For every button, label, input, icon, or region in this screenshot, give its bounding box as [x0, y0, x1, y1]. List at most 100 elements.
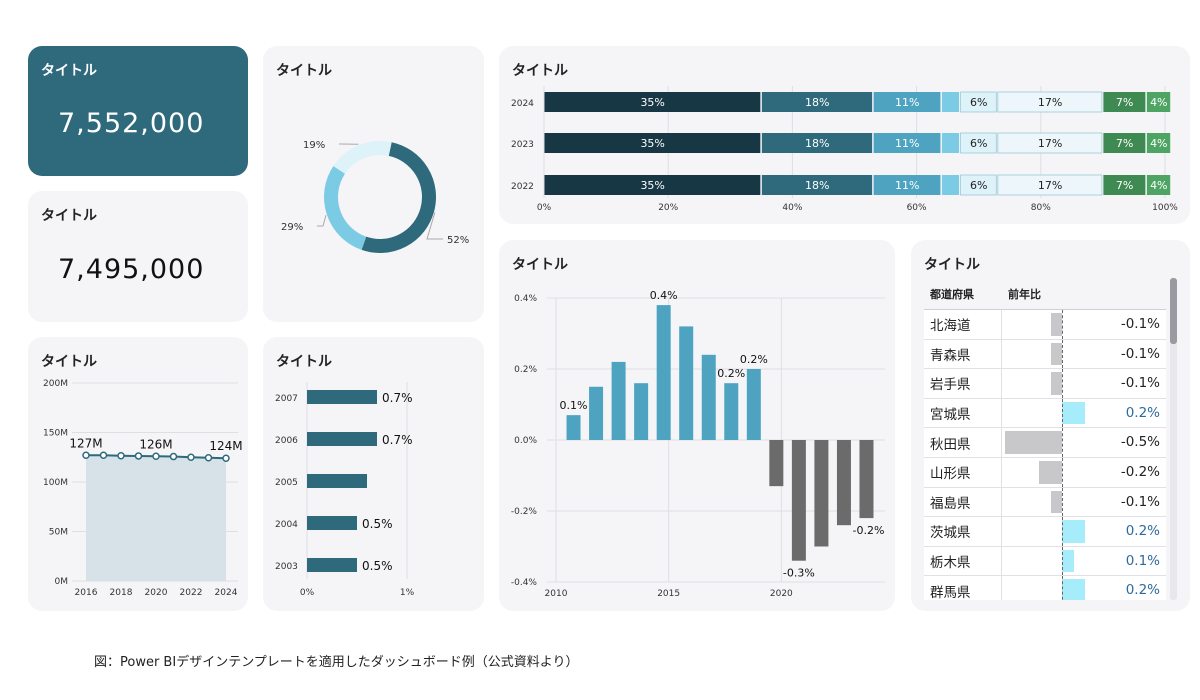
stacked-segment-label: 17%: [1038, 179, 1062, 192]
column-x-tick: 2020: [770, 589, 793, 599]
donut-chart: 52% 29% 19%: [281, 140, 469, 253]
databar-axis: [1062, 428, 1063, 457]
table-row[interactable]: 山形県 -0.2%: [924, 457, 1166, 488]
table-body: 北海道 -0.1% 青森県 -0.1% 岩手県 -0.1% 宮城県 0.2% 秋田県 -0.5% 山…: [924, 310, 1166, 600]
column-y-tick: 0.2%: [514, 365, 537, 375]
stacked-segment-label: 7%: [1116, 96, 1133, 109]
donut-value-label: 19%: [303, 140, 325, 151]
area-title: タイトル: [41, 354, 97, 370]
column-bar: [836, 440, 851, 526]
column-bar: [634, 383, 649, 440]
hbar-value-label: 0.7%: [382, 433, 413, 447]
table-row[interactable]: 群馬県 0.2%: [924, 576, 1166, 600]
stacked-x-tick: 0%: [537, 203, 552, 213]
databar: [1039, 460, 1062, 484]
column-x-tick: 2010: [545, 589, 568, 599]
table-cell-prefecture: 栃木県: [924, 546, 1002, 576]
stacked-segment: [761, 92, 873, 112]
table-row[interactable]: 福島県 -0.1%: [924, 487, 1166, 518]
stacked-segment: [544, 133, 761, 153]
table-cell-yoy: 0.2%: [1002, 517, 1166, 546]
horizontal-bar-chart: 0% 1% 2007 0.7% 2006 0.7% 2005 2004 0.5% 2003 0.5%: [275, 382, 415, 598]
table-scroll-thumb[interactable]: [1170, 278, 1177, 344]
databar-axis: [1062, 398, 1063, 428]
column-bar: [679, 326, 694, 440]
column-title: タイトル: [512, 257, 568, 273]
stacked-segment-label: 7%: [1116, 179, 1133, 192]
stacked-segment-label: 4%: [1150, 137, 1167, 150]
column-bar: [769, 440, 784, 487]
stacked-x-tick: 40%: [782, 203, 802, 213]
table-row[interactable]: 青森県 -0.1%: [924, 339, 1166, 370]
table-cell-yoy: 0.2%: [1002, 398, 1166, 428]
stacked-segment-label: 35%: [640, 179, 664, 192]
stacked-segment-label: 11%: [895, 179, 919, 192]
table-row[interactable]: 秋田県 -0.5%: [924, 428, 1166, 458]
stacked-segment: [1146, 92, 1171, 112]
column-x-tick: 2015: [657, 589, 680, 599]
table-cell-yoy: 0.2%: [1002, 576, 1166, 600]
table-row[interactable]: 北海道 -0.1%: [924, 310, 1166, 340]
stacked-segment-label: 4%: [1150, 96, 1167, 109]
hbar-x-tick: 1%: [400, 588, 415, 598]
databar-axis: [1062, 546, 1063, 576]
stacked-segment: [761, 175, 873, 195]
area-point: [99, 451, 108, 460]
hbar-bar: [307, 432, 377, 446]
stacked-segment: [544, 92, 761, 112]
stacked-card: タイトル 0% 20% 40% 60% 80% 100% 2024 35% 18% 11% 6% 17…: [499, 46, 1190, 224]
column-y-tick: 0.4%: [514, 294, 537, 304]
hbar-bar: [307, 390, 377, 404]
table-row[interactable]: 茨城県 0.2%: [924, 517, 1166, 547]
stacked-x-tick: 80%: [1031, 203, 1051, 213]
table-row[interactable]: 栃木県 0.1%: [924, 546, 1166, 577]
kpi-2-title: タイトル: [41, 208, 97, 224]
donut-slice: [324, 166, 367, 250]
stacked-segment-label: 18%: [805, 96, 829, 109]
column-value-label: 0.1%: [560, 399, 588, 412]
stacked-segment: [941, 133, 960, 153]
table-header-prefecture[interactable]: 都道府県: [930, 287, 974, 301]
table-cell-yoy: -0.1%: [1002, 310, 1166, 339]
column-value-label: 0.4%: [650, 289, 678, 302]
databar: [1062, 579, 1085, 600]
table-cell-prefecture: 北海道: [924, 310, 1002, 339]
area-x-tick: 2024: [215, 588, 238, 598]
databar-axis: [1062, 517, 1063, 546]
hbar-bar: [307, 516, 357, 530]
stacked-category-label: 2022: [511, 182, 534, 192]
table-yoy-value: -0.2%: [1120, 463, 1160, 480]
area-point: [222, 454, 230, 462]
column-y-tick: -0.4%: [511, 578, 538, 588]
table-title: タイトル: [924, 257, 980, 273]
table-header: 都道府県 前年比: [924, 278, 1166, 310]
stacked-segment: [997, 174, 1103, 196]
table-cell-yoy: 0.1%: [1002, 546, 1166, 576]
column-bar: [656, 305, 671, 440]
column-y-tick: -0.2%: [511, 507, 538, 517]
stacked-segment-label: 11%: [895, 96, 919, 109]
area-point: [134, 452, 143, 460]
donut-leader-line: [317, 215, 327, 227]
column-bar: [589, 386, 604, 440]
area-fill: [86, 455, 226, 581]
donut-value-label: 29%: [281, 222, 303, 233]
table-row[interactable]: 宮城県 0.2%: [924, 398, 1166, 429]
table-cell-prefecture: 山形県: [924, 457, 1002, 487]
table-row[interactable]: 岩手県 -0.1%: [924, 369, 1166, 399]
hbar-category-label: 2007: [275, 394, 298, 404]
table-header-yoy[interactable]: 前年比: [1008, 287, 1041, 301]
databar: [1050, 372, 1062, 395]
donut-slice: [361, 142, 436, 253]
stacked-segment-label: 4%: [1150, 179, 1167, 192]
stacked-segment: [997, 91, 1103, 113]
table-scrollbar[interactable]: [1170, 278, 1177, 600]
table-cell-prefecture: 茨城県: [924, 517, 1002, 546]
column-value-label: 0.2%: [717, 367, 745, 380]
area-data-label: 126M: [139, 437, 172, 451]
area-y-tick: 50M: [49, 528, 68, 538]
area-point: [82, 451, 90, 460]
stacked-segment: [1103, 175, 1146, 195]
data-table[interactable]: 都道府県 前年比 北海道 -0.1% 青森県 -0.1% 岩手県 -0.1% 宮城県 0.2%…: [924, 278, 1166, 600]
kpi-1-title: タイトル: [41, 63, 97, 79]
